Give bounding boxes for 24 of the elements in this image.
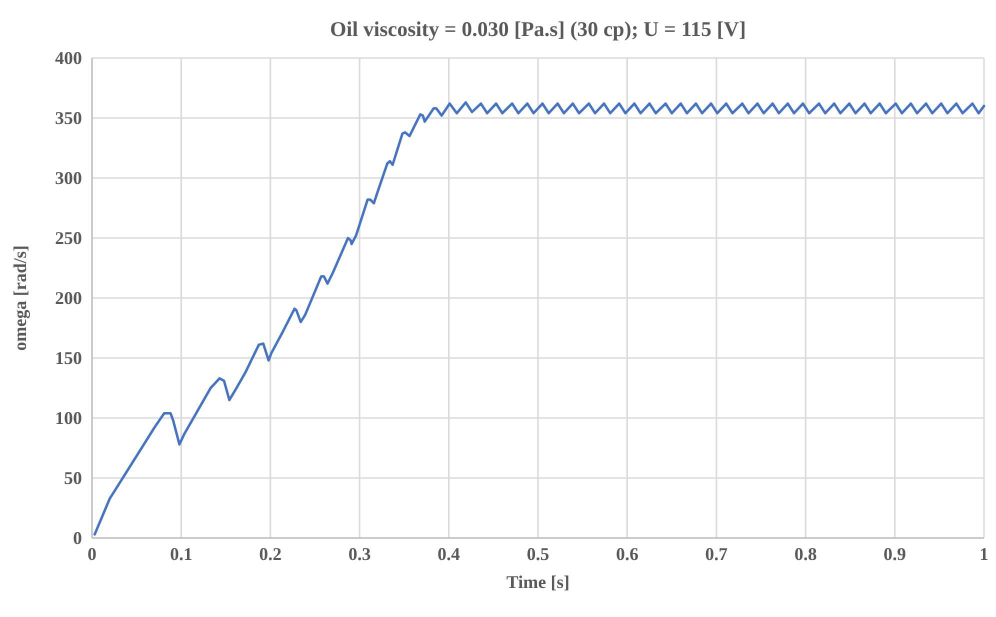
y-tick-label: 350 bbox=[55, 108, 82, 128]
x-tick-label: 0.4 bbox=[438, 544, 460, 564]
y-tick-label: 50 bbox=[64, 468, 82, 488]
y-axis-title: omega [rad/s] bbox=[10, 245, 30, 351]
x-tick-label: 0.9 bbox=[884, 544, 906, 564]
x-tick-label: 1 bbox=[980, 544, 988, 564]
chart-title: Oil viscosity = 0.030 [Pa.s] (30 cp); U = 115 [V] bbox=[330, 17, 746, 41]
x-tick-label: 0.6 bbox=[616, 544, 638, 564]
x-tick-label: 0.7 bbox=[705, 544, 728, 564]
x-tick-label: 0.5 bbox=[526, 544, 550, 564]
x-axis-title: Time [s] bbox=[506, 572, 570, 592]
y-tick-label: 150 bbox=[55, 348, 82, 368]
y-tick-label: 300 bbox=[55, 168, 82, 188]
line-series bbox=[93, 101, 986, 536]
x-tick-label: 0 bbox=[88, 544, 96, 564]
y-tick-label: 100 bbox=[55, 408, 82, 428]
y-tick-label: 0 bbox=[73, 528, 82, 548]
x-tick-label: 0.8 bbox=[794, 544, 817, 564]
y-tick-label: 250 bbox=[55, 228, 82, 248]
x-tick-label: 0.3 bbox=[348, 544, 371, 564]
y-tick-label: 400 bbox=[55, 48, 82, 68]
x-tick-label: 0.1 bbox=[170, 544, 192, 564]
y-tick-label: 200 bbox=[55, 288, 82, 308]
x-tick-label: 0.2 bbox=[259, 544, 282, 564]
